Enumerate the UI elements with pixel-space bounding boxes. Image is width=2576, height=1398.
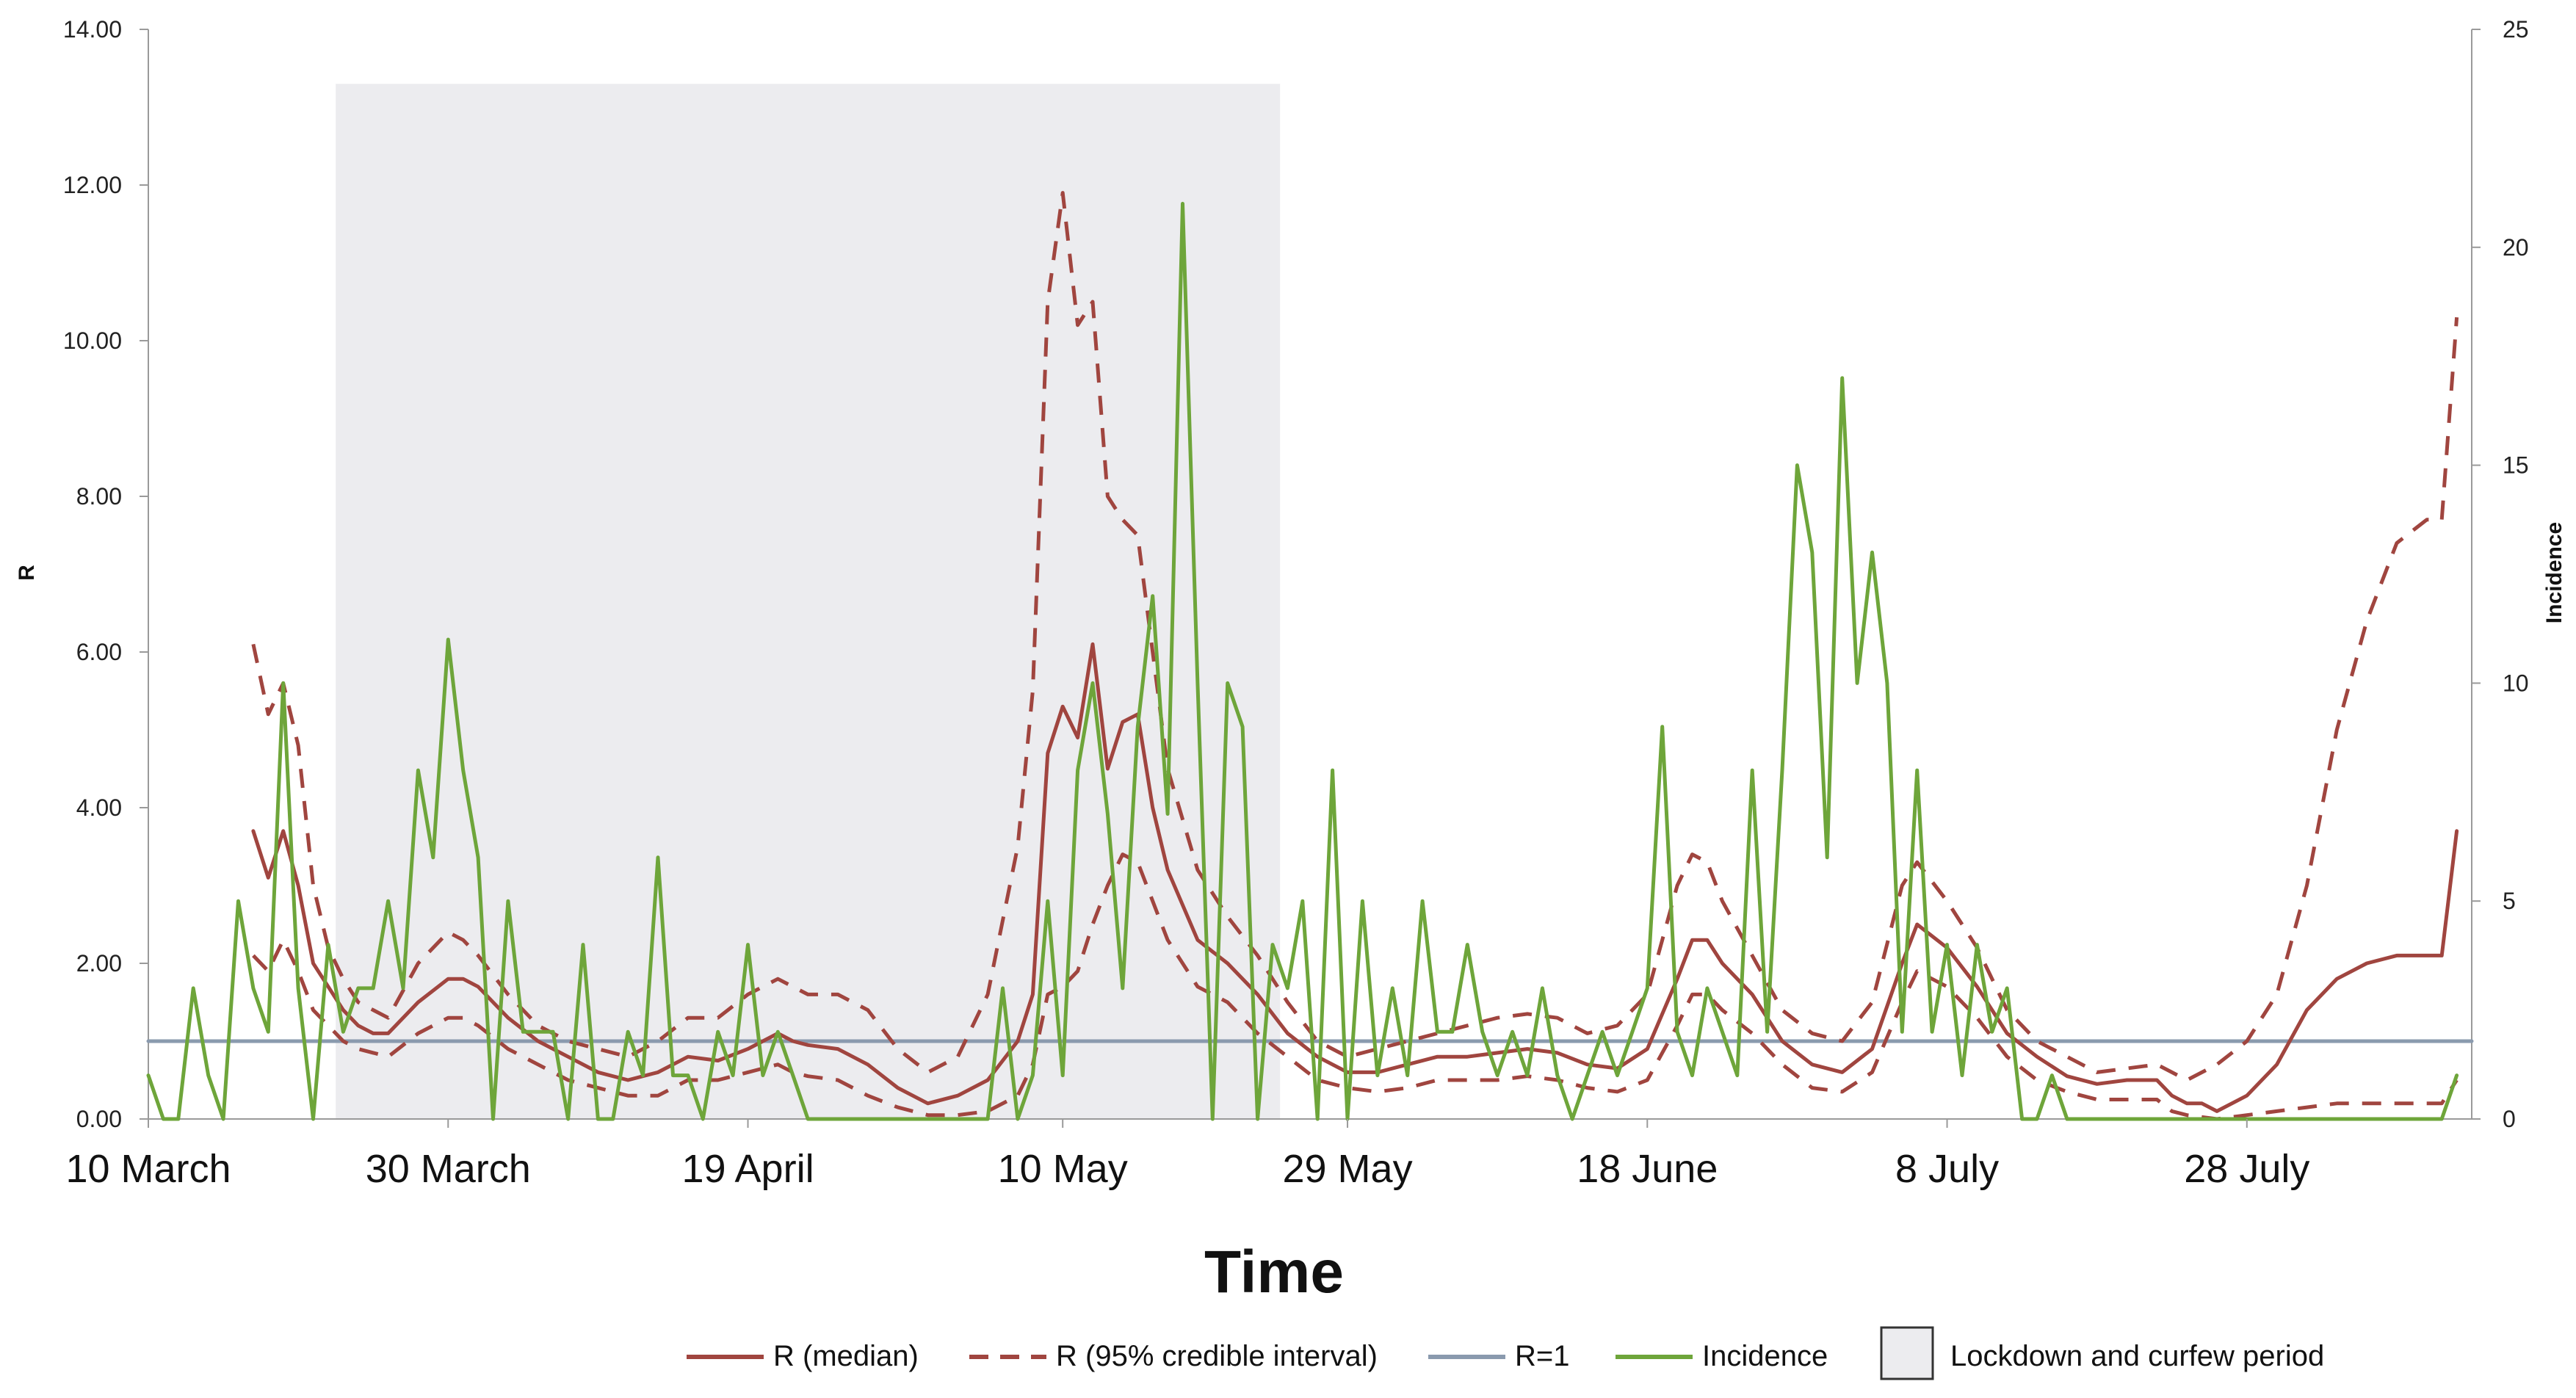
lockdown-period-shade	[336, 84, 1281, 1120]
y-right-tick-label: 0	[2503, 1106, 2516, 1132]
legend-swatch-lockdown-box	[1880, 1326, 1934, 1380]
y-left-tick-label: 14.00	[63, 16, 122, 43]
y-left-tick-label: 2.00	[76, 950, 122, 977]
y-left-tick-label: 12.00	[63, 172, 122, 198]
legend: R (median) R (95% credible interval) R=1 In…	[687, 1326, 2324, 1380]
x-tick-label: 10 March	[65, 1147, 231, 1191]
y-left-tick-label: 8.00	[76, 483, 122, 510]
ticks-layer: 0.00 2.00 4.00 6.00 8.00 10.00 12.00 14.00 0 5 10 1…	[63, 16, 2529, 1191]
x-tick-label: 29 May	[1282, 1147, 1412, 1191]
legend-label: R (95% credible interval)	[1056, 1340, 1378, 1372]
y-left-tick-label: 0.00	[76, 1106, 122, 1132]
series-r-ci-upper-line	[251, 191, 2459, 1082]
series-layer	[146, 191, 2474, 1121]
series-incidence-line	[146, 201, 2459, 1121]
x-axis-title: Time	[1204, 1239, 1344, 1305]
y-right-tick-label: 25	[2503, 16, 2529, 43]
series-r-median-line	[251, 642, 2459, 1113]
lockdown-shaded-region-layer	[336, 84, 1281, 1120]
x-tick-label: 19 April	[681, 1147, 814, 1191]
series-r-ci-lower-line	[252, 852, 2459, 1121]
y-right-tick-label: 5	[2503, 888, 2516, 914]
y-right-tick-label: 15	[2503, 452, 2529, 479]
y-right-tick-label: 20	[2503, 234, 2529, 261]
x-tick-label: 10 May	[998, 1147, 1128, 1191]
legend-label: Incidence	[1702, 1340, 1828, 1372]
y-axis-left-title: R	[15, 565, 39, 581]
legend-label: R (median)	[773, 1340, 919, 1372]
y-left-tick-label: 4.00	[76, 794, 122, 821]
y-left-tick-label: 6.00	[76, 639, 122, 665]
y-left-tick-label: 10.00	[63, 327, 122, 354]
y-right-tick-label: 10	[2503, 670, 2529, 696]
legend-label: R=1	[1515, 1340, 1570, 1372]
legend-label: Lockdown and curfew period	[1950, 1340, 2324, 1372]
y-axis-right-title: Incidence	[2542, 522, 2566, 623]
x-tick-label: 8 July	[1895, 1147, 1999, 1191]
x-tick-label: 28 July	[2184, 1147, 2309, 1191]
x-tick-label: 18 June	[1577, 1147, 1718, 1191]
x-tick-label: 30 March	[366, 1147, 531, 1191]
